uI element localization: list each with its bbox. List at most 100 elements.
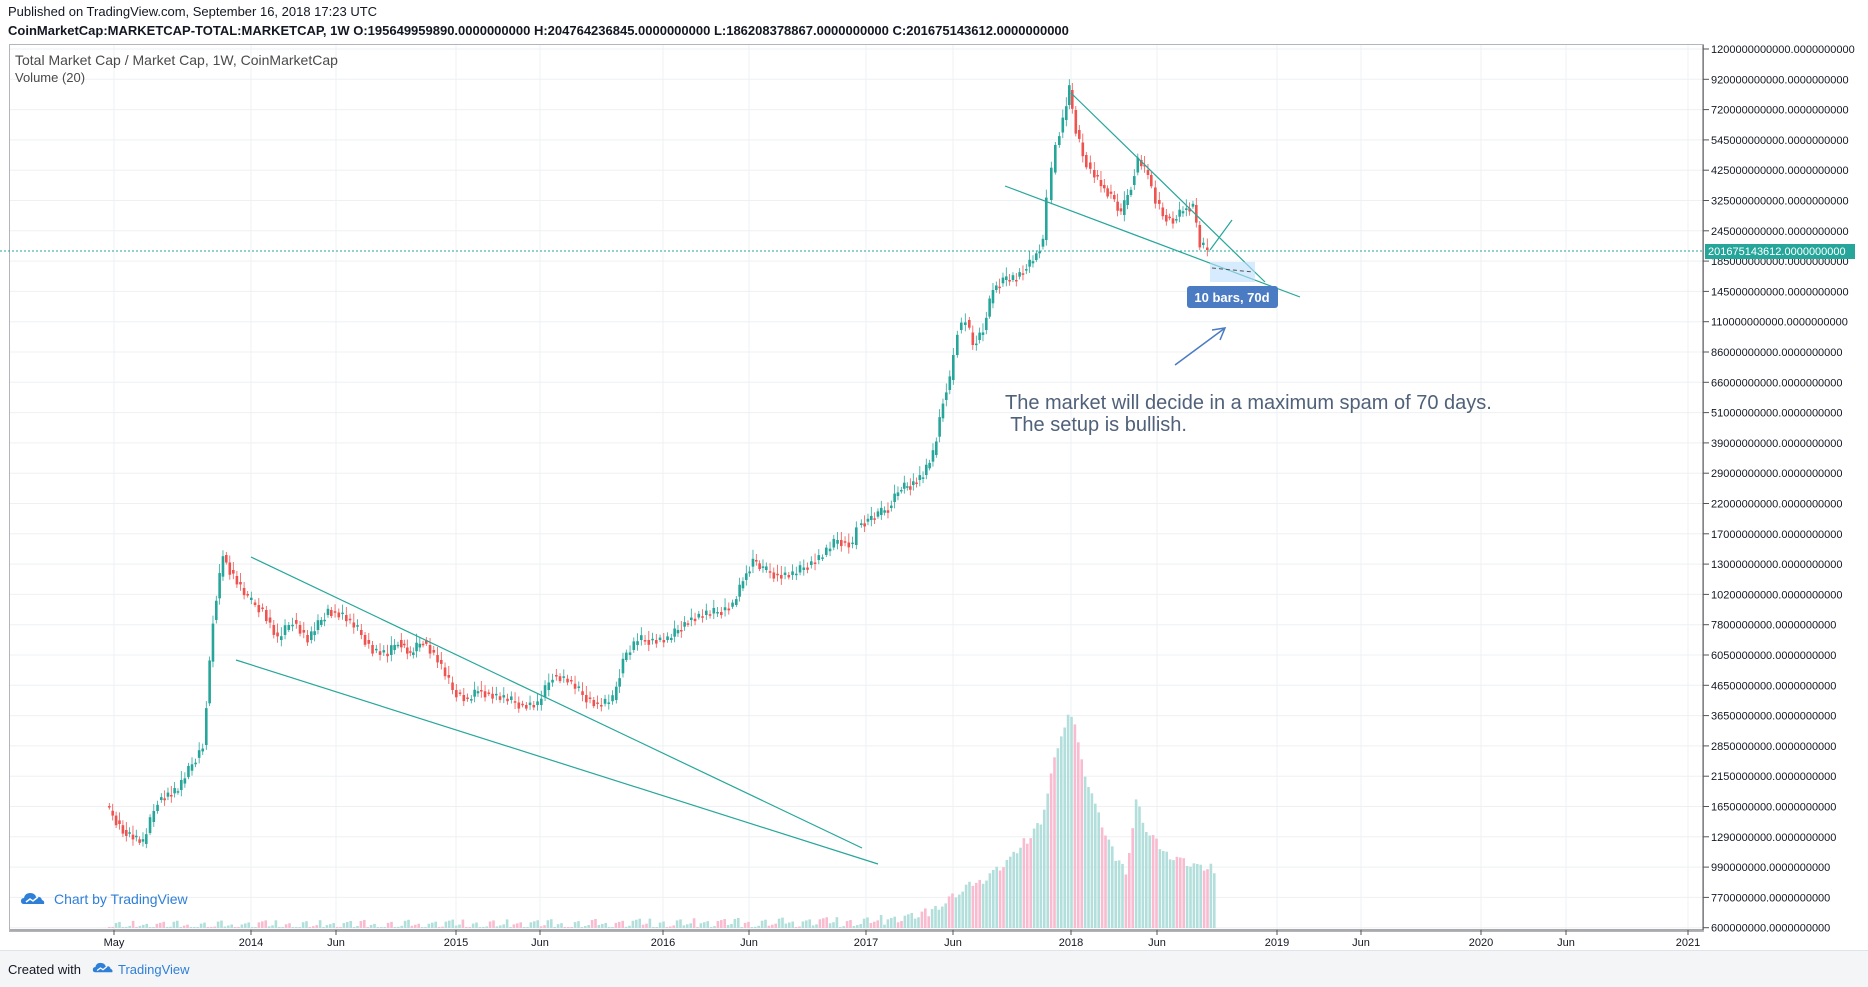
time-tick-label: Jun: [1148, 937, 1166, 949]
candle: [975, 343, 978, 346]
candle: [1168, 216, 1171, 219]
candle: [333, 611, 337, 613]
volume-bar: [271, 925, 274, 928]
candle: [1005, 276, 1008, 280]
candle: [1031, 261, 1035, 264]
candle: [798, 565, 802, 573]
volume-bar: [964, 884, 968, 928]
time-tick-label: Jun: [1352, 937, 1370, 949]
candle: [821, 557, 824, 559]
volume-bar: [152, 927, 155, 928]
volume-bar: [196, 927, 199, 928]
volume-bar: [223, 926, 227, 928]
volume-bar: [465, 927, 468, 928]
candle: [1106, 188, 1109, 197]
footer-brand[interactable]: TradingView: [118, 962, 190, 977]
candle: [863, 523, 866, 527]
volume-bar: [699, 923, 703, 928]
volume-bar: [879, 915, 883, 928]
time-axis: May 2014 Jun 2015 Jun 2016 Jun 2017 Jun 2018 Jun 20…: [10, 929, 1703, 949]
candle: [302, 630, 306, 633]
candle: [995, 285, 998, 290]
volume-bar: [716, 921, 720, 928]
price-chart[interactable]: 1200000000000.0000000000 920000000000.000…: [0, 0, 1868, 950]
candle: [981, 332, 985, 335]
candle: [476, 691, 480, 694]
trend-line: [235, 659, 879, 865]
candle: [636, 641, 639, 645]
time-tick-label: 2014: [239, 937, 263, 949]
volume-bar: [577, 921, 580, 928]
candle: [585, 695, 588, 703]
candle: [1154, 187, 1157, 204]
volume-bar: [1206, 869, 1209, 928]
volume-bar: [631, 920, 635, 928]
volume-bar: [1049, 773, 1053, 928]
volume-bar: [910, 912, 913, 928]
volume-bar: [601, 923, 604, 928]
volume-bar: [1022, 838, 1026, 928]
candle: [337, 612, 341, 618]
volume-bar: [1005, 859, 1009, 928]
volume-bar: [1097, 812, 1100, 928]
candle: [1068, 85, 1071, 105]
volume-bar: [988, 873, 992, 928]
price-tick-label: 545000000000.0000000000: [1711, 135, 1849, 147]
volume-bar: [995, 866, 998, 928]
candle: [941, 403, 945, 419]
candle: [1085, 155, 1088, 168]
time-tick-label: 2019: [1265, 937, 1289, 949]
candle: [723, 607, 727, 611]
volume-bar: [488, 921, 492, 928]
volume-bar: [210, 927, 213, 928]
candle: [906, 486, 909, 488]
candle: [470, 699, 473, 701]
candle: [298, 625, 302, 634]
volume-bar: [308, 927, 312, 928]
volume-bar: [1155, 838, 1158, 928]
candle: [412, 652, 415, 655]
volume-bar: [611, 927, 614, 928]
volume-bar: [900, 920, 903, 928]
chart-frame[interactable]: [9, 44, 1704, 932]
candle: [156, 804, 159, 811]
volume-bar: [805, 920, 808, 928]
candle: [647, 640, 651, 645]
volume-bar: [1213, 873, 1216, 928]
trend-line: [250, 556, 863, 849]
tradingview-footer-icon: [92, 962, 113, 973]
candle: [876, 511, 880, 517]
candle: [341, 612, 344, 615]
candle: [843, 541, 847, 543]
volume-bar: [1056, 748, 1060, 928]
volume-bar: [1111, 846, 1114, 928]
tradingview-watermark[interactable]: Chart by TradingView: [20, 890, 188, 908]
candle: [205, 708, 208, 745]
candle: [513, 701, 517, 703]
candle: [521, 703, 524, 706]
candle: [1025, 269, 1028, 271]
volume-bar: [584, 926, 587, 928]
candle: [1001, 277, 1005, 284]
price-tick-label: 29000000000.0000000000: [1711, 468, 1843, 480]
volume-bar: [1043, 809, 1046, 928]
candle: [532, 705, 536, 708]
candle: [111, 810, 114, 816]
candle: [991, 290, 995, 304]
candle: [283, 625, 287, 635]
candle: [921, 477, 925, 479]
volume-bar: [1039, 824, 1043, 928]
candle: [1035, 253, 1038, 260]
candle: [847, 542, 851, 548]
candle: [551, 679, 554, 683]
volume-bar: [723, 919, 726, 928]
volume-bar: [475, 922, 478, 928]
candle: [573, 683, 577, 689]
candle: [985, 317, 988, 330]
candle: [190, 764, 194, 771]
candle: [676, 630, 680, 634]
candle: [643, 640, 647, 642]
volume-bar: [461, 919, 465, 928]
volume-bar: [961, 891, 964, 928]
candle: [928, 462, 931, 469]
